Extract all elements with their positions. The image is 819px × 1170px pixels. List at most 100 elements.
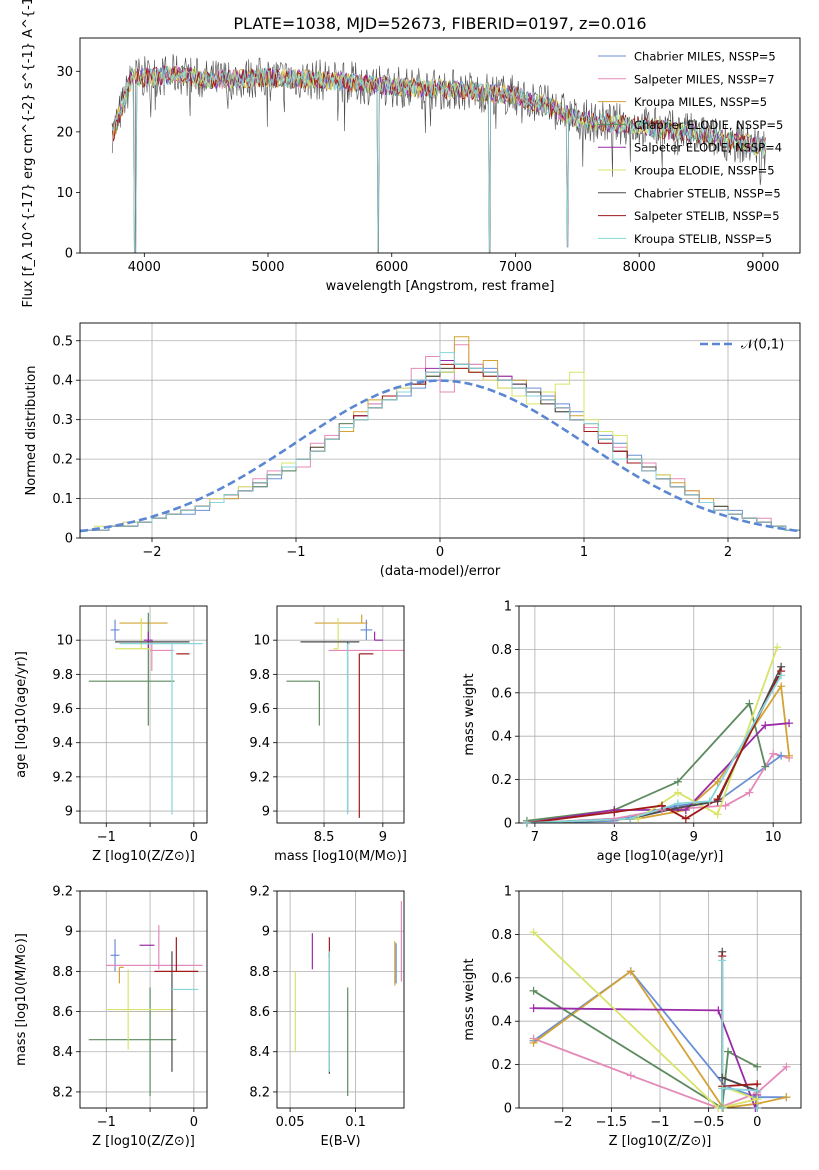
plus-marker (713, 777, 722, 786)
plus-marker (769, 749, 778, 758)
plus-marker (785, 719, 794, 728)
x-tick-label: 2 (724, 545, 732, 560)
plus-marker (761, 721, 770, 730)
y-tick-label: 0.8 (491, 928, 512, 943)
axes-frame (79, 37, 801, 254)
weight_vs_Z-plot-area (519, 891, 801, 1108)
legend-entry: Chabrier ELODIE, NSSP=5 (634, 118, 783, 132)
y-tick-label: 9 (65, 925, 73, 940)
x-tick-label: 6000 (375, 260, 408, 275)
x-axis-label: Z [log10(Z/Z⊙)] (609, 1134, 712, 1149)
weight-line (533, 990, 758, 1108)
legend-entry: Salpeter ELODIE, NSSP=4 (634, 141, 782, 155)
weight_vs_Z-panel: −2 −1.5 −1 −0.5 0 0 0.2 0.4 0.6 0.8 1 Z [log10(Z/Z⊙… (462, 885, 802, 1149)
residuals-axes: −2 −1 0 1 2 0 0.1 0.2 0.3 0.4 0.5 (data-model)/erro… (24, 322, 801, 579)
y-axis-label: Flux [f_λ 10^{-17} erg cm^{-2} s^{-1} A^… (21, 0, 36, 307)
y-tick-label: 20 (56, 125, 73, 140)
plus-marker (782, 1093, 791, 1102)
spectrum-axes: 4000 5000 6000 7000 8000 9000 0 10 20 30 wavelengt… (21, 0, 801, 307)
x-tick-label: 7000 (499, 260, 532, 275)
spectrum-line (111, 65, 572, 135)
x-axis-label: Z [log10(Z/Z⊙)] (92, 849, 195, 864)
y-axis-label: Normed distribution (24, 366, 39, 496)
x-axis-label: E(B-V) (320, 1134, 360, 1149)
y-tick-label: 30 (56, 65, 73, 80)
plus-marker (657, 801, 666, 810)
y-axis-label: mass weight (462, 958, 477, 1040)
plus-marker (777, 671, 786, 680)
plus-marker (721, 801, 730, 810)
y-tick-label: 10 (56, 186, 73, 201)
y-tick-label: 9.8 (52, 668, 73, 683)
error-bar-point (154, 937, 199, 972)
x-tick-label: 9 (690, 830, 698, 845)
y-tick-label: 9.6 (52, 702, 73, 717)
y-tick-label: 8.8 (249, 965, 270, 980)
age_vs_mass-panel: 8.5 9 9 9.2 9.4 9.6 9.8 10 mass [log10(M/M⊙)] (249, 605, 407, 864)
x-tick-label: 8000 (623, 260, 656, 275)
y-tick-label: 9.2 (249, 885, 270, 900)
x-tick-label: −1 (650, 1115, 669, 1130)
x-tick-label: 0.05 (276, 1115, 305, 1130)
axes-frame (79, 890, 208, 1109)
error-bar-point (286, 680, 320, 726)
weight-line (533, 970, 787, 1108)
y-tick-label: 8.4 (52, 1045, 73, 1060)
plus-marker (714, 1006, 723, 1015)
y-tick-label: 9.4 (52, 736, 73, 751)
error-bar-point (88, 987, 177, 1096)
mass_vs_EBV-panel: 0.05 0.1 8.2 8.4 8.6 8.8 9 9.2 E(B-V) (249, 885, 405, 1149)
age_vs_Z-axes: −1 0 9 9.2 9.4 9.6 9.8 10 Z [log10(Z/Z⊙)] age [lo… (14, 605, 208, 864)
plus-marker (785, 751, 794, 760)
x-tick-label: −1 (286, 545, 305, 560)
plus-marker (634, 814, 643, 823)
x-tick-label: 4000 (128, 260, 161, 275)
axes-frame (79, 322, 801, 539)
x-tick-label: −2 (142, 545, 161, 560)
weight-line (533, 1037, 787, 1108)
y-tick-label: 9 (262, 805, 270, 820)
axes-frame (79, 605, 208, 824)
plus-marker (522, 819, 531, 827)
y-tick-label: 9.8 (249, 668, 270, 683)
x-tick-label: −0.5 (693, 1115, 725, 1130)
plus-marker (724, 1047, 733, 1056)
y-tick-label: 9.6 (249, 702, 270, 717)
plus-marker (713, 810, 722, 819)
spectrum-panel: 4000 5000 6000 7000 8000 9000 0 10 20 30 wavelengt… (21, 0, 801, 307)
x-tick-label: 0 (190, 830, 198, 845)
y-tick-label: 0.4 (491, 1015, 512, 1030)
y-tick-label: 9.4 (249, 736, 270, 751)
x-tick-label: 7 (531, 830, 539, 845)
spectrum-legend: Chabrier MILES, NSSP=5 Salpeter MILES, NS… (598, 50, 783, 246)
plus-marker (745, 699, 754, 708)
error-bar-point (143, 631, 153, 649)
plus-marker (753, 1062, 762, 1071)
x-tick-label: 8.5 (314, 830, 335, 845)
y-tick-label: 8.6 (52, 1005, 73, 1020)
x-tick-label: 5000 (251, 260, 284, 275)
error-bar-point (119, 642, 203, 815)
error-bar-point (118, 966, 124, 984)
x-tick-label: −1 (97, 830, 116, 845)
x-axis-label: age [log10(age/yr)] (597, 849, 724, 864)
spectrum-plot-area (111, 54, 766, 253)
x-tick-label: 1 (580, 545, 588, 560)
y-tick-label: 9 (262, 925, 270, 940)
weight-line (526, 670, 782, 823)
x-axis-label: (data-model)/error (380, 564, 501, 579)
y-tick-label: 0 (65, 532, 73, 547)
x-tick-label: 0 (190, 1115, 198, 1130)
y-tick-label: 9.2 (52, 885, 73, 900)
legend-normal-label: 𝒩(0,1) (741, 338, 784, 353)
weight-line (526, 646, 779, 823)
y-tick-label: 0.8 (491, 643, 512, 658)
x-tick-label: 10 (765, 830, 782, 845)
plus-marker (681, 814, 690, 823)
plus-marker (626, 1071, 635, 1080)
x-tick-label: −2 (553, 1115, 572, 1130)
y-tick-label: 0 (65, 247, 73, 262)
plus-marker (777, 751, 786, 760)
y-tick-label: 0.3 (52, 413, 73, 428)
